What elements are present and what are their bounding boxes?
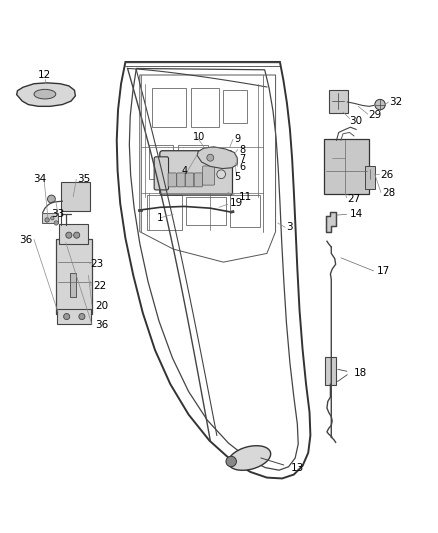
Ellipse shape	[228, 446, 271, 470]
Circle shape	[74, 232, 80, 238]
FancyBboxPatch shape	[160, 151, 233, 195]
Text: 28: 28	[382, 188, 396, 198]
Circle shape	[45, 218, 49, 222]
FancyBboxPatch shape	[329, 90, 348, 113]
Text: 3: 3	[286, 222, 293, 232]
FancyBboxPatch shape	[57, 309, 92, 324]
Text: 14: 14	[350, 209, 363, 219]
Text: 12: 12	[38, 70, 52, 80]
FancyBboxPatch shape	[59, 224, 88, 244]
FancyBboxPatch shape	[61, 182, 90, 211]
FancyBboxPatch shape	[185, 173, 194, 187]
Text: 23: 23	[91, 260, 104, 269]
FancyBboxPatch shape	[154, 157, 169, 190]
Text: 33: 33	[51, 209, 65, 219]
Text: 32: 32	[390, 97, 403, 107]
FancyBboxPatch shape	[194, 173, 202, 187]
Text: 18: 18	[354, 368, 367, 378]
Circle shape	[50, 216, 54, 220]
FancyBboxPatch shape	[325, 357, 336, 385]
Text: 29: 29	[368, 110, 381, 120]
Circle shape	[47, 195, 55, 203]
Text: 8: 8	[240, 145, 246, 155]
Text: 30: 30	[349, 116, 362, 126]
FancyBboxPatch shape	[70, 272, 76, 297]
Text: 10: 10	[193, 132, 205, 142]
Circle shape	[368, 172, 373, 177]
Text: 20: 20	[95, 301, 108, 311]
FancyBboxPatch shape	[168, 173, 177, 187]
FancyBboxPatch shape	[56, 239, 92, 314]
Circle shape	[217, 170, 226, 179]
Circle shape	[226, 456, 237, 467]
Circle shape	[375, 99, 385, 110]
Circle shape	[66, 232, 72, 238]
Text: 34: 34	[33, 174, 46, 184]
Circle shape	[207, 154, 214, 161]
Text: 19: 19	[230, 198, 243, 208]
Text: 13: 13	[291, 463, 304, 473]
Text: 17: 17	[377, 266, 390, 276]
Text: 36: 36	[19, 235, 33, 245]
Text: 27: 27	[347, 194, 360, 204]
Circle shape	[64, 313, 70, 320]
Ellipse shape	[34, 90, 56, 99]
FancyBboxPatch shape	[177, 173, 185, 187]
Text: 6: 6	[239, 162, 245, 172]
Text: 35: 35	[78, 174, 91, 184]
FancyBboxPatch shape	[324, 139, 369, 194]
Circle shape	[79, 313, 85, 320]
Text: 36: 36	[95, 320, 108, 330]
Text: 1: 1	[157, 213, 164, 223]
FancyBboxPatch shape	[202, 166, 215, 185]
Polygon shape	[197, 147, 237, 168]
Text: 9: 9	[234, 134, 240, 144]
FancyBboxPatch shape	[365, 166, 375, 189]
Circle shape	[54, 221, 58, 225]
Text: 22: 22	[93, 281, 106, 291]
Text: 5: 5	[235, 172, 241, 182]
Text: 4: 4	[182, 166, 188, 176]
Text: 7: 7	[240, 154, 246, 164]
Text: 26: 26	[380, 170, 393, 180]
Text: 11: 11	[239, 192, 252, 202]
Polygon shape	[325, 212, 336, 232]
FancyBboxPatch shape	[42, 213, 58, 223]
Polygon shape	[17, 83, 75, 107]
